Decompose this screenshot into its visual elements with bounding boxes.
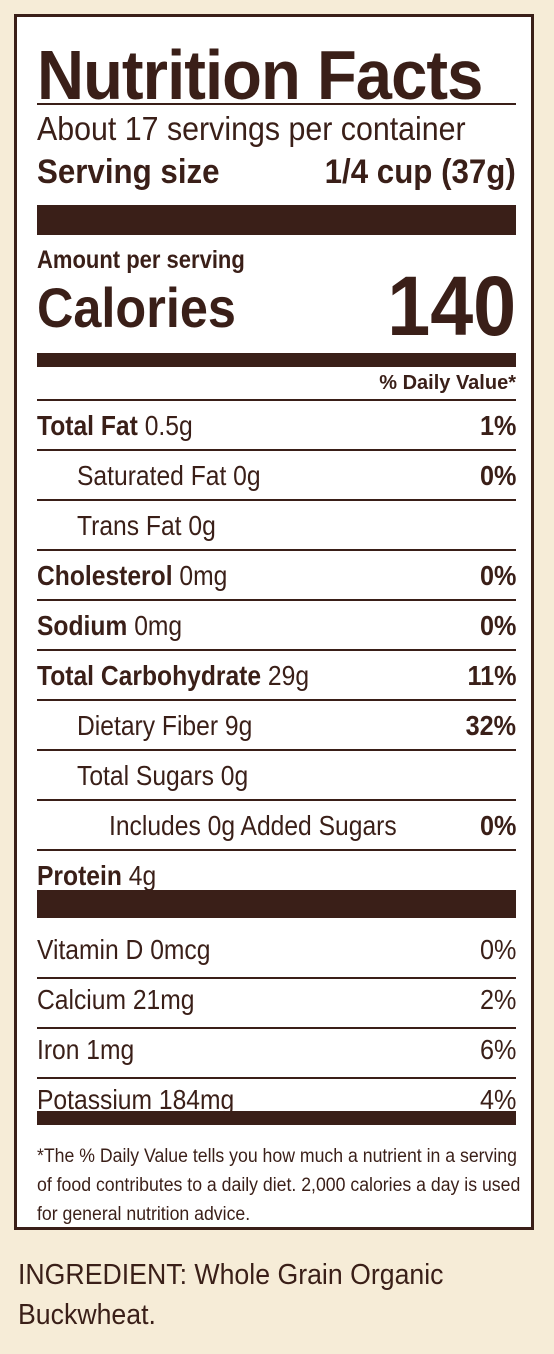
row-divider xyxy=(37,449,516,451)
nutrient-amount: 0mg xyxy=(179,560,228,591)
nutrient-amount: 29g xyxy=(267,660,310,691)
nutrient-name: Sodium xyxy=(37,610,128,641)
nutrient-row: Cholesterol 0mg 0% xyxy=(37,551,516,601)
nutrient-label: Dietary Fiber 9g xyxy=(77,701,252,751)
nutrient-amount: 9g xyxy=(224,710,253,741)
nutrient-daily-value: 0% xyxy=(479,460,516,491)
daily-value-footnote: *The % Daily Value tells you how much a … xyxy=(37,1146,521,1225)
nutrient-name: Includes 0g Added Sugars xyxy=(109,810,397,841)
nutrient-name: Total Fat xyxy=(37,410,138,441)
nutrition-facts-title: Nutrition Facts xyxy=(37,36,483,114)
nutrient-label: Total Carbohydrate 29g xyxy=(37,651,309,701)
row-divider xyxy=(37,1077,516,1079)
ingredients-text: INGREDIENT: Whole Grain Organic Buckwhea… xyxy=(18,1259,444,1331)
medium-divider xyxy=(37,1111,516,1125)
nutrient-amount: 0g xyxy=(233,460,261,491)
row-divider xyxy=(37,399,516,401)
nutrient-daily-value: 0% xyxy=(479,610,516,641)
nutrient-row: Dietary Fiber 9g 32% xyxy=(37,701,516,751)
nutrient-name: Protein xyxy=(37,860,122,891)
nutrient-daily-value: 32% xyxy=(465,710,516,741)
nutrient-name: Trans Fat xyxy=(77,510,182,541)
nutrient-row: Total Sugars 0g xyxy=(37,751,516,801)
row-divider xyxy=(37,649,516,651)
vitamin-label: Potassium 184mg xyxy=(37,1084,235,1115)
nutrient-amount: 0.5g xyxy=(144,410,193,441)
nutrient-label: Sodium 0mg xyxy=(37,601,182,651)
row-divider xyxy=(37,699,516,701)
thick-divider xyxy=(37,205,516,235)
servings-per-container: About 17 servings per container xyxy=(37,110,466,147)
nutrient-daily-value: 0% xyxy=(479,810,516,841)
calories-label: Calories xyxy=(37,276,236,339)
nutrient-row: Protein 4g xyxy=(37,851,516,901)
nutrient-row: Saturated Fat 0g 0% xyxy=(37,451,516,501)
row-divider xyxy=(37,749,516,751)
row-divider xyxy=(37,799,516,801)
nutrient-row: Sodium 0mg 0% xyxy=(37,601,516,651)
nutrient-label: Saturated Fat 0g xyxy=(77,451,261,501)
vitamin-label: Calcium 21mg xyxy=(37,984,195,1015)
nutrient-label: Cholesterol 0mg xyxy=(37,551,227,601)
divider xyxy=(37,103,516,105)
serving-size-label: Serving size xyxy=(37,153,220,191)
nutrient-amount: 0mg xyxy=(134,610,183,641)
vitamin-row: Potassium 184mg 4% xyxy=(37,1075,516,1125)
calories-value: 140 xyxy=(387,259,516,353)
serving-size-value: 1/4 cup (37g) xyxy=(324,153,516,191)
daily-value-header: % Daily Value* xyxy=(379,372,516,394)
nutrient-label: Protein 4g xyxy=(37,851,156,901)
nutrient-name: Total Carbohydrate xyxy=(37,660,262,691)
row-divider xyxy=(37,599,516,601)
nutrient-amount: 0g xyxy=(188,510,216,541)
nutrient-label: Includes 0g Added Sugars xyxy=(109,801,397,851)
nutrient-label: Total Sugars 0g xyxy=(77,751,248,801)
nutrient-name: Cholesterol xyxy=(37,560,173,591)
vitamin-row: Vitamin D 0mcg 0% xyxy=(37,925,516,975)
vitamin-daily-value: 4% xyxy=(479,1084,516,1115)
vitamin-daily-value: 6% xyxy=(479,1034,516,1065)
nutrient-amount: 0g xyxy=(220,760,249,791)
row-divider xyxy=(37,849,516,851)
nutrient-name: Total Sugars xyxy=(77,760,214,791)
nutrient-row: Trans Fat 0g xyxy=(37,501,516,551)
vitamin-row: Calcium 21mg 2% xyxy=(37,975,516,1025)
nutrient-row: Total Fat 0.5g 1% xyxy=(37,401,516,451)
nutrition-facts-panel: Nutrition Facts About 17 servings per co… xyxy=(14,14,534,1230)
nutrient-label: Trans Fat 0g xyxy=(77,501,216,551)
nutrient-amount: 4g xyxy=(128,860,157,891)
vitamin-daily-value: 2% xyxy=(479,984,516,1015)
vitamin-daily-value: 0% xyxy=(479,934,516,965)
vitamin-row: Iron 1mg 6% xyxy=(37,1025,516,1075)
vitamin-label: Vitamin D 0mcg xyxy=(37,934,211,965)
nutrient-daily-value: 0% xyxy=(479,560,516,591)
nutrient-name: Saturated Fat xyxy=(77,460,227,491)
row-divider xyxy=(37,499,516,501)
row-divider xyxy=(37,977,516,979)
row-divider xyxy=(37,1027,516,1029)
nutrient-daily-value: 1% xyxy=(479,410,516,441)
row-divider xyxy=(37,549,516,551)
nutrient-row: Total Carbohydrate 29g 11% xyxy=(37,651,516,701)
nutrient-label: Total Fat 0.5g xyxy=(37,401,193,451)
nutrient-row: Includes 0g Added Sugars 0% xyxy=(37,801,516,851)
medium-divider xyxy=(37,353,516,367)
thick-divider xyxy=(37,890,516,918)
vitamin-label: Iron 1mg xyxy=(37,1034,135,1065)
nutrient-daily-value: 11% xyxy=(466,660,516,691)
nutrient-name: Dietary Fiber xyxy=(77,710,219,741)
amount-per-serving: Amount per serving xyxy=(37,246,245,274)
